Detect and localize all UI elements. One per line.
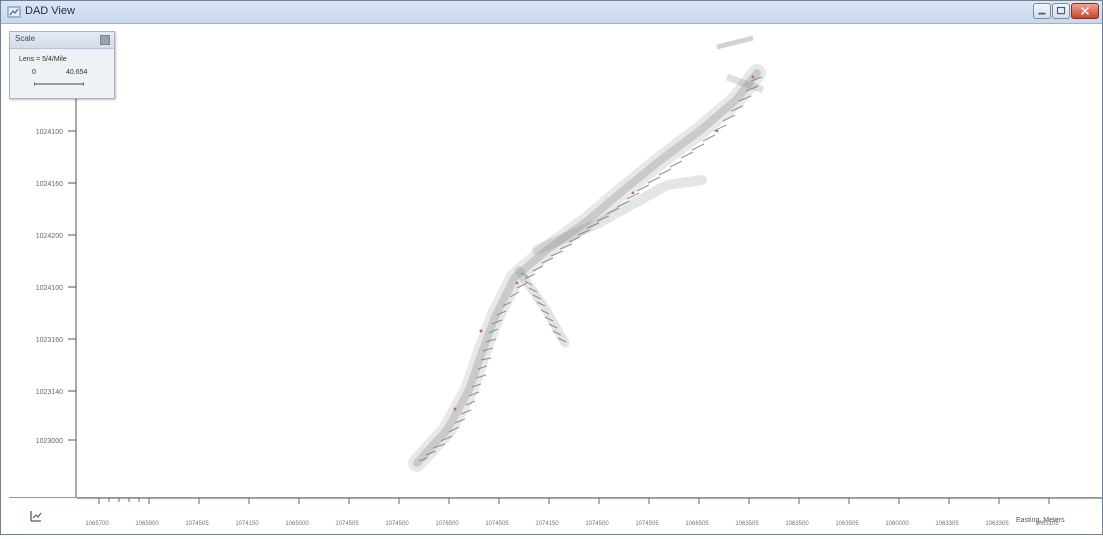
top-segment: [716, 35, 754, 50]
x-tick-label-15: 1063500: [785, 521, 809, 527]
scale-zero-label: 0: [32, 69, 36, 76]
y-tick-label-6: 1023140: [36, 389, 63, 396]
x-tick-label-10: 1074150: [535, 521, 559, 527]
x-tick-label-3: 1074505: [185, 521, 209, 527]
scale-unit-label: Lens = 5/4/Mile: [19, 56, 67, 63]
upper-right-segment: [725, 73, 765, 94]
red-marker-points: [453, 75, 755, 411]
x-tick-label-9: 1074505: [485, 521, 509, 527]
x-tick-label-14: 1063505: [735, 521, 759, 527]
easting-axis: 1065700 1065900 1074505 1074150 1065000 …: [77, 497, 1103, 527]
lower-branch-line: [532, 175, 707, 255]
x-tick-label-16: 1063505: [835, 521, 859, 527]
x-tick-label-5: 1065000: [285, 521, 309, 527]
y-tick-4: 1024100: [36, 285, 76, 292]
scale-value-label: 40,654: [66, 69, 88, 76]
x-tick-label-6: 1074505: [335, 521, 359, 527]
well-plot-canvas[interactable]: [77, 25, 1101, 497]
x-tick-label-17: 1060000: [885, 521, 909, 527]
easting-axis-strip: 1065700 1065900 1074505 1074150 1065000 …: [9, 497, 1103, 534]
maximize-button[interactable]: [1052, 3, 1070, 19]
main-trajectory-line: [408, 64, 766, 472]
title-bar[interactable]: DAD View: [1, 1, 1102, 24]
x-tick-label-11: 1074500: [585, 521, 609, 527]
x-ticks: [98, 498, 1050, 504]
easting-axis-title: Easting, Meters: [1016, 517, 1065, 524]
y-tick-label-1: 1024100: [36, 129, 63, 136]
x-tick-label-8: 1076500: [435, 521, 459, 527]
x-tick-label-13: 1066505: [685, 521, 709, 527]
axis-corner-icon[interactable]: [29, 509, 43, 523]
y-tick-1: 1024100: [36, 129, 76, 136]
x-tick-label-18: 1063305: [935, 521, 959, 527]
maximize-icon: [1056, 6, 1066, 15]
minimize-icon: [1038, 12, 1046, 15]
y-tick-label-3: 1024200: [36, 233, 63, 240]
x-tick-label-1: 1065700: [85, 521, 109, 527]
northing-axis: 1024100 1024160 1024200 1024100 1023160 …: [36, 97, 77, 497]
x-tick-label-4: 1074150: [235, 521, 259, 527]
scale-panel[interactable]: Scale Lens = 5/4/Mile 0 40,654: [9, 31, 115, 99]
branch-trajectory-line: [514, 266, 570, 348]
y-tick-6: 1023140: [36, 389, 76, 396]
close-button[interactable]: [1071, 3, 1099, 19]
x-tick-label-2: 1065900: [135, 521, 159, 527]
scale-panel-title: Scale: [15, 34, 36, 43]
y-tick-5: 1023160: [36, 337, 76, 344]
x-tick-label-7: 1074500: [385, 521, 409, 527]
trajectory-cluster: [408, 35, 766, 472]
dad-view-icon: [7, 6, 21, 18]
y-tick-3: 1024200: [36, 233, 76, 240]
scale-panel-close-icon[interactable]: [100, 35, 110, 45]
y-tick-2: 1024160: [36, 181, 76, 188]
x-tick-label-19: 1063305: [985, 521, 1009, 527]
y-tick-label-7: 1023000: [36, 438, 63, 445]
sample-tick-texture: [418, 76, 763, 462]
y-tick-label-4: 1024100: [36, 285, 63, 292]
y-tick-7: 1023000: [36, 438, 76, 445]
x-tick-labels: 1065700 1065900 1074505 1074150 1065000 …: [85, 521, 1059, 527]
minimize-button[interactable]: [1033, 3, 1051, 19]
main-trajectory-core: [413, 69, 761, 467]
x-tick-label-20: 1063105: [1035, 521, 1059, 527]
y-tick-label-2: 1024160: [36, 181, 63, 188]
scale-panel-header[interactable]: Scale: [10, 32, 114, 49]
close-icon: [1081, 7, 1089, 15]
x-tick-label-12: 1074505: [635, 521, 659, 527]
branch-tick-texture: [520, 272, 567, 343]
y-tick-label-5: 1023160: [36, 337, 63, 344]
window-title: DAD View: [25, 5, 75, 17]
scale-bar: [34, 82, 84, 86]
